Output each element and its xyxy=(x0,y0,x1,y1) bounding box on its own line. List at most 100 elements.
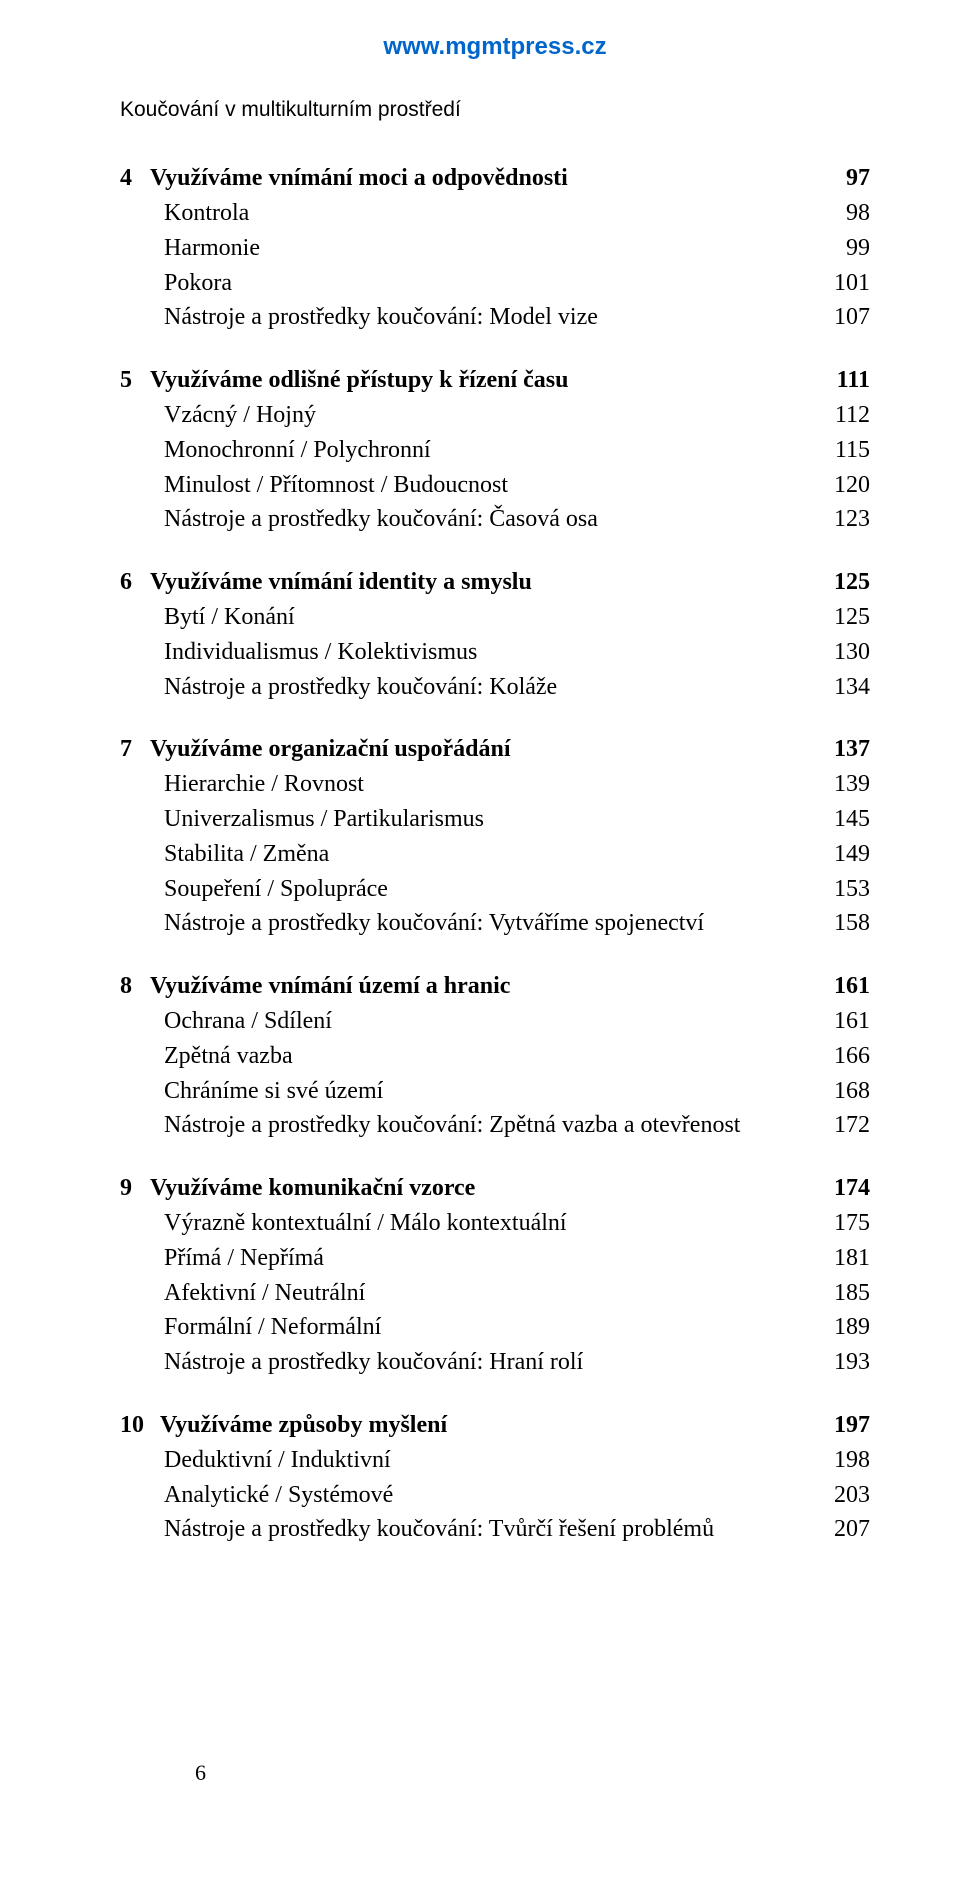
chapter-number: 5 xyxy=(120,363,150,398)
toc-entry: Formální / Neformální189 xyxy=(120,1310,870,1345)
toc-entry-label: Kontrola xyxy=(120,196,822,231)
toc-entry-label: Bytí / Konání xyxy=(120,600,822,635)
toc-entry-page: 107 xyxy=(822,300,870,335)
chapter-heading: 9Využíváme komunikační vzorce174 xyxy=(120,1171,870,1206)
chapter-page: 174 xyxy=(822,1171,870,1206)
chapter-title-text: Využíváme vnímání identity a smyslu xyxy=(150,569,532,595)
toc-entry-page: 168 xyxy=(822,1074,870,1109)
chapter-title-text: Využíváme komunikační vzorce xyxy=(150,1175,475,1201)
toc-entry-label: Monochronní / Polychronní xyxy=(120,433,822,468)
chapter-page: 97 xyxy=(822,161,870,196)
chapter-heading: 7Využíváme organizační uspořádání137 xyxy=(120,732,870,767)
chapter-page: 137 xyxy=(822,732,870,767)
chapter-heading: 5Využíváme odlišné přístupy k řízení čas… xyxy=(120,363,870,398)
toc-entry: Nástroje a prostředky koučování: Zpětná … xyxy=(120,1108,870,1143)
toc-entry-page: 207 xyxy=(822,1512,870,1547)
toc-entry-page: 193 xyxy=(822,1345,870,1380)
chapter: 9Využíváme komunikační vzorce174Výrazně … xyxy=(120,1171,870,1380)
toc-entry: Individualismus / Kolektivismus130 xyxy=(120,635,870,670)
toc-entry: Analytické / Systémové203 xyxy=(120,1478,870,1513)
toc-entry-label: Nástroje a prostředky koučování: Koláže xyxy=(120,670,822,705)
toc-entry-label: Ochrana / Sdílení xyxy=(120,1004,822,1039)
toc-entry-page: 172 xyxy=(822,1108,870,1143)
chapter-number: 6 xyxy=(120,565,150,600)
chapter-title-text: Využíváme vnímání moci a odpovědnosti xyxy=(150,165,568,191)
toc-entry: Nástroje a prostředky koučování: Vytváří… xyxy=(120,906,870,941)
chapter-heading: 10Využíváme způsoby myšlení197 xyxy=(120,1408,870,1443)
toc-entry-page: 153 xyxy=(822,872,870,907)
toc-entry-page: 158 xyxy=(822,906,870,941)
chapter: 4Využíváme vnímání moci a odpovědnosti 97… xyxy=(120,161,870,335)
toc-entry-label: Nástroje a prostředky koučování: Model v… xyxy=(120,300,822,335)
chapter-title: 7Využíváme organizační uspořádání xyxy=(120,732,822,767)
toc-entry-label: Výrazně kontextuální / Málo kontextuální xyxy=(120,1206,822,1241)
toc-entry-page: 149 xyxy=(822,837,870,872)
chapter-title: 8Využíváme vnímání území a hranic xyxy=(120,969,822,1004)
running-head: Koučování v multikulturním prostředí xyxy=(120,95,870,125)
toc-entry-page: 203 xyxy=(822,1478,870,1513)
toc-entry: Přímá / Nepřímá181 xyxy=(120,1241,870,1276)
chapter-heading: 8Využíváme vnímání území a hranic161 xyxy=(120,969,870,1004)
chapter-number: 4 xyxy=(120,161,150,196)
toc-entry-page: 175 xyxy=(822,1206,870,1241)
toc-entry-page: 130 xyxy=(822,635,870,670)
toc-entry-label: Afektivní / Neutrální xyxy=(120,1276,822,1311)
toc-entry: Bytí / Konání125 xyxy=(120,600,870,635)
toc-entry-label: Individualismus / Kolektivismus xyxy=(120,635,822,670)
toc-entry-page: 198 xyxy=(822,1443,870,1478)
toc-entry: Nástroje a prostředky koučování: Model v… xyxy=(120,300,870,335)
toc-entry-label: Vzácný / Hojný xyxy=(120,398,822,433)
toc-entry: Kontrola98 xyxy=(120,196,870,231)
toc-entry-label: Stabilita / Změna xyxy=(120,837,822,872)
chapter-title-text: Využíváme odlišné přístupy k řízení času xyxy=(150,367,569,393)
toc-entry-page: 123 xyxy=(822,502,870,537)
table-of-contents: 4Využíváme vnímání moci a odpovědnosti 97… xyxy=(120,161,870,1547)
chapter-title: 6Využíváme vnímání identity a smyslu xyxy=(120,565,822,600)
toc-entry-page: 120 xyxy=(822,468,870,503)
toc-entry-label: Nástroje a prostředky koučování: Hraní r… xyxy=(120,1345,822,1380)
toc-entry-label: Nástroje a prostředky koučování: Zpětná … xyxy=(120,1108,822,1143)
chapter: 5Využíváme odlišné přístupy k řízení čas… xyxy=(120,363,870,537)
toc-entry-page: 98 xyxy=(822,196,870,231)
toc-entry: Afektivní / Neutrální185 xyxy=(120,1276,870,1311)
toc-entry-page: 166 xyxy=(822,1039,870,1074)
toc-entry-label: Univerzalismus / Partikularismus xyxy=(120,802,822,837)
toc-entry-label: Minulost / Přítomnost / Budoucnost xyxy=(120,468,822,503)
toc-entry: Nástroje a prostředky koučování: Tvůrčí … xyxy=(120,1512,870,1547)
toc-entry: Vzácný / Hojný112 xyxy=(120,398,870,433)
toc-entry: Pokora101 xyxy=(120,266,870,301)
chapter-title-text: Využíváme organizační uspořádání xyxy=(150,736,510,762)
toc-entry-label: Deduktivní / Induktivní xyxy=(120,1443,822,1478)
chapter-title-text: Využíváme vnímání území a hranic xyxy=(150,973,510,999)
toc-entry-label: Zpětná vazba xyxy=(120,1039,822,1074)
page-number: 6 xyxy=(195,1757,206,1789)
chapter-page: 111 xyxy=(822,363,870,398)
toc-entry: Zpětná vazba166 xyxy=(120,1039,870,1074)
toc-entry: Univerzalismus / Partikularismus145 xyxy=(120,802,870,837)
chapter-page: 125 xyxy=(822,565,870,600)
toc-entry: Soupeření / Spolupráce153 xyxy=(120,872,870,907)
toc-entry-page: 161 xyxy=(822,1004,870,1039)
site-url[interactable]: www.mgmtpress.cz xyxy=(120,30,870,65)
chapter: 8Využíváme vnímání území a hranic161Ochr… xyxy=(120,969,870,1143)
chapter-number: 10 xyxy=(120,1408,160,1443)
toc-entry: Minulost / Přítomnost / Budoucnost120 xyxy=(120,468,870,503)
toc-entry-page: 185 xyxy=(822,1276,870,1311)
toc-entry: Harmonie99 xyxy=(120,231,870,266)
toc-entry-label: Chráníme si své území xyxy=(120,1074,822,1109)
toc-entry: Monochronní / Polychronní115 xyxy=(120,433,870,468)
toc-entry-label: Nástroje a prostředky koučování: Tvůrčí … xyxy=(120,1512,822,1547)
chapter-heading: 6Využíváme vnímání identity a smyslu125 xyxy=(120,565,870,600)
toc-entry: Deduktivní / Induktivní198 xyxy=(120,1443,870,1478)
chapter-title: 10Využíváme způsoby myšlení xyxy=(120,1408,822,1443)
toc-entry-page: 145 xyxy=(822,802,870,837)
toc-entry: Výrazně kontextuální / Málo kontextuální… xyxy=(120,1206,870,1241)
toc-entry: Stabilita / Změna149 xyxy=(120,837,870,872)
toc-entry-page: 112 xyxy=(822,398,870,433)
chapter-page: 161 xyxy=(822,969,870,1004)
toc-entry: Hierarchie / Rovnost139 xyxy=(120,767,870,802)
toc-entry-label: Harmonie xyxy=(120,231,822,266)
toc-entry-page: 139 xyxy=(822,767,870,802)
toc-entry: Nástroje a prostředky koučování: Časová … xyxy=(120,502,870,537)
toc-entry-page: 101 xyxy=(822,266,870,301)
